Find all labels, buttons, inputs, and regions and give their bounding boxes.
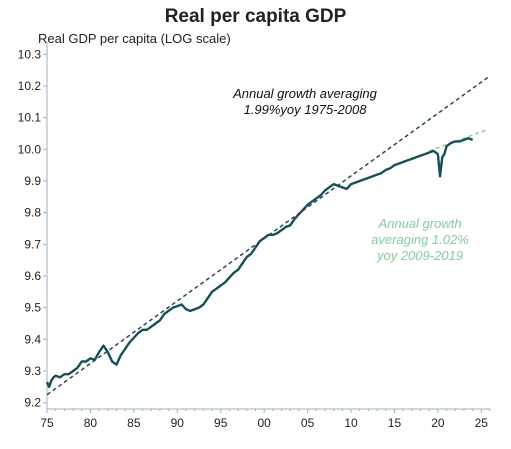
annotation-1975-2008: Annual growth averaging 1.99%yoy 1975-20…: [210, 86, 400, 118]
x-tick-label: 95: [214, 416, 228, 430]
y-tick-label: 9.4: [24, 332, 41, 346]
y-tick-label: 9.3: [24, 364, 41, 378]
annotation-2009-2019: Annual growth averaging 1.02% yoy 2009-2…: [352, 216, 488, 264]
y-tick-label: 10.2: [18, 79, 42, 93]
x-tick-label: 15: [388, 416, 402, 430]
x-tick-label: 10: [344, 416, 358, 430]
x-tick-label: 00: [257, 416, 271, 430]
x-tick-label: 25: [475, 416, 489, 430]
y-tick-label: 9.8: [24, 206, 41, 220]
annotation-2009-2019-line-2: averaging 1.02%: [371, 232, 469, 247]
y-tick-label: 9.7: [24, 237, 41, 251]
annotation-1975-2008-line-2: 1.99%yoy 1975-2008: [243, 102, 367, 117]
y-tick-label: 9.2: [24, 396, 41, 410]
y-axis-label: Real GDP per capita (LOG scale): [38, 31, 231, 46]
annotation-2009-2019-line-1: Annual growth: [378, 216, 462, 231]
x-tick-label: 80: [84, 416, 98, 430]
x-tick-label: 90: [171, 416, 185, 430]
y-tick-label: 10.1: [18, 111, 42, 125]
x-tick-label: 75: [40, 416, 54, 430]
gdp-series-line: [45, 137, 474, 389]
y-tick-label: 10.0: [18, 142, 42, 156]
annotation-1975-2008-line-1: Annual growth averaging: [233, 86, 377, 101]
x-tick-label: 05: [301, 416, 315, 430]
y-tick-label: 9.5: [24, 301, 41, 315]
y-tick-label: 9.9: [24, 174, 41, 188]
chart-title: Real per capita GDP: [164, 6, 347, 27]
y-tick-label: 9.6: [24, 269, 41, 283]
annotation-2009-2019-line-3: yoy 2009-2019: [376, 248, 463, 263]
y-tick-label: 10.3: [18, 47, 42, 61]
x-tick-label: 20: [431, 416, 445, 430]
x-tick-label: 85: [127, 416, 141, 430]
